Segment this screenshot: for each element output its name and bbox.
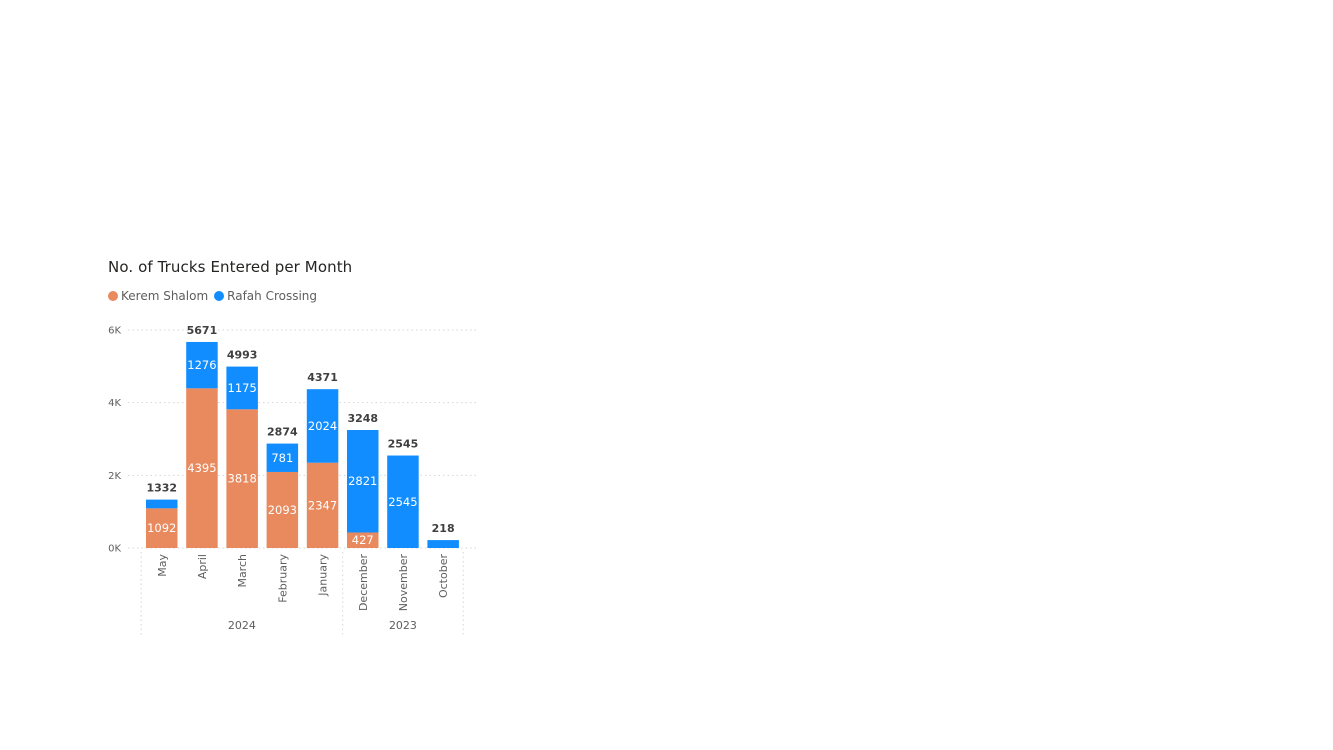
bar-segment xyxy=(387,455,419,548)
y-tick-label: 4K xyxy=(108,398,121,409)
x-category-label: March xyxy=(236,554,249,588)
total-label: 4993 xyxy=(227,349,258,362)
x-category-label: December xyxy=(357,554,370,612)
data-label: 781 xyxy=(271,451,293,465)
bar-segment xyxy=(186,388,218,548)
x-category-label: November xyxy=(397,554,410,612)
x-category-label: April xyxy=(196,554,209,579)
legend-dot-kerem-shalom xyxy=(108,291,118,301)
total-label: 5671 xyxy=(187,324,218,337)
chart-title: No. of Trucks Entered per Month xyxy=(108,258,353,276)
legend-item-kerem-shalom[interactable]: Kerem Shalom xyxy=(108,289,208,303)
data-label: 1175 xyxy=(228,381,257,395)
data-label: 2347 xyxy=(308,498,337,512)
total-label: 2545 xyxy=(388,438,419,451)
legend-label-rafah-crossing: Rafah Crossing xyxy=(227,289,318,303)
x-group-label: 2023 xyxy=(389,619,417,632)
legend: Kerem Shalom Rafah Crossing xyxy=(108,289,323,303)
bar-segment xyxy=(427,540,459,548)
legend-dot-rafah-crossing xyxy=(214,291,225,301)
total-label: 3248 xyxy=(347,412,378,425)
data-label: 4395 xyxy=(187,461,216,475)
data-label: 2093 xyxy=(268,503,297,517)
bar-segment xyxy=(146,499,178,509)
y-tick-label: 6K xyxy=(108,326,121,337)
data-label: 2024 xyxy=(308,419,337,433)
data-label: 1092 xyxy=(147,521,176,535)
data-label: 1276 xyxy=(187,358,216,372)
total-label: 218 xyxy=(432,522,455,535)
x-category-label: January xyxy=(317,554,330,597)
x-category-label: May xyxy=(156,554,169,577)
bar-segment xyxy=(226,366,258,410)
data-label: 2545 xyxy=(388,495,417,509)
bar-segment xyxy=(306,462,339,548)
data-label: 3818 xyxy=(228,472,257,486)
x-group-label: 2024 xyxy=(228,619,256,632)
legend-label-kerem-shalom: Kerem Shalom xyxy=(121,289,209,303)
x-category-label: October xyxy=(437,554,450,598)
bar-segment xyxy=(306,389,339,463)
y-tick-label: 2K xyxy=(108,471,121,482)
x-category-label: February xyxy=(276,554,289,603)
bar-segment xyxy=(347,532,379,548)
bar-segment xyxy=(266,443,299,472)
data-label: 427 xyxy=(352,533,374,547)
y-tick-label: 0K xyxy=(108,544,121,555)
data-label: 2821 xyxy=(348,474,377,488)
total-label: 1332 xyxy=(146,482,177,495)
bar-segment xyxy=(347,429,379,533)
bar-segment xyxy=(186,341,218,389)
bar-segment xyxy=(146,508,178,548)
bar-segment xyxy=(226,409,258,548)
legend-item-rafah-crossing[interactable]: Rafah Crossing xyxy=(214,289,317,303)
total-label: 4371 xyxy=(307,371,338,384)
total-label: 2874 xyxy=(267,426,298,439)
bar-segment xyxy=(266,471,299,548)
